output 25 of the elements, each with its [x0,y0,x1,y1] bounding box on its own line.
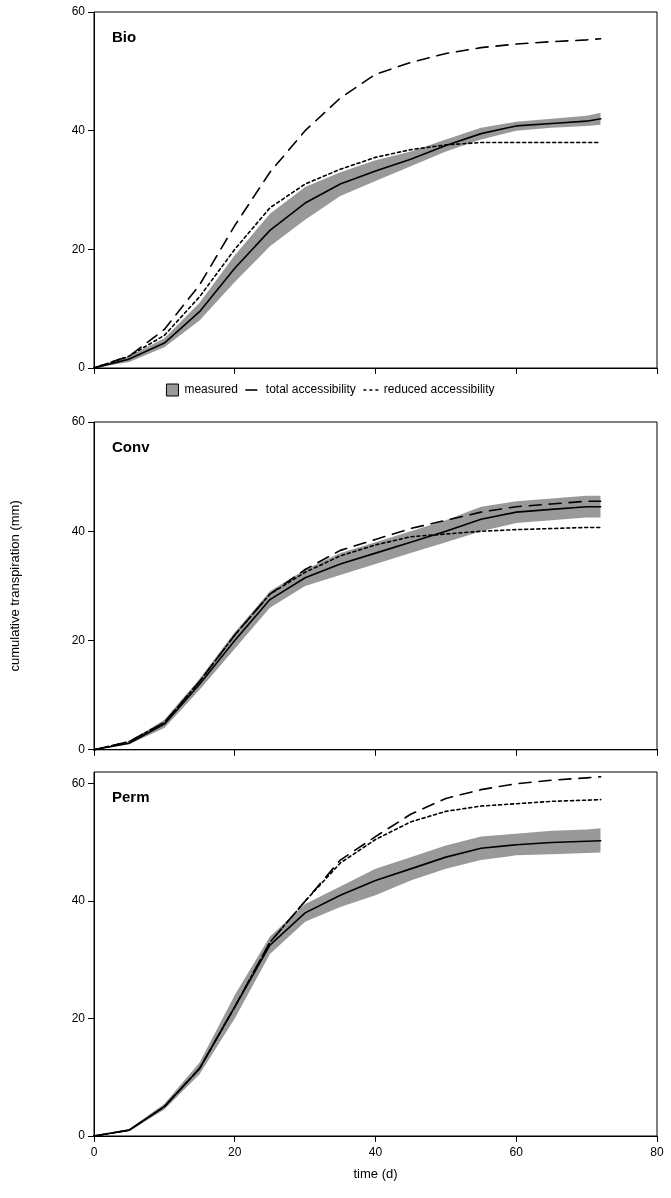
y-axis-title: cumulative transpiration (mm) [7,500,23,672]
legend-label: total accessibility [265,382,356,397]
legend-label: reduced accessibility [383,382,495,397]
y-tick-label: 60 [71,4,86,19]
y-tick-label: 0 [78,742,86,757]
y-tick-label: 40 [71,523,86,538]
y-tick-label: 20 [71,632,86,647]
x-tick-label: 80 [650,1144,664,1159]
x-tick-label: 0 [90,1144,98,1159]
text: Perm [112,787,150,805]
y-tick-label: 40 [71,893,86,908]
y-tick-label: 0 [78,360,86,375]
text: Conv [112,437,151,455]
y-tick-label: 40 [71,122,86,137]
y-tick-label: 20 [71,1010,86,1025]
x-tick-label: 20 [228,1144,242,1159]
x-tick-label: 40 [368,1144,383,1159]
legend-label: measured [184,382,238,397]
y-tick-label: 60 [71,776,86,791]
y-tick-label: 0 [78,1128,86,1143]
y-tick-label: 60 [71,414,86,429]
text: Bio [112,27,137,45]
x-axis-title: time (d) [353,1165,398,1181]
y-tick-label: 20 [71,241,86,256]
x-tick-label: 60 [509,1144,524,1159]
